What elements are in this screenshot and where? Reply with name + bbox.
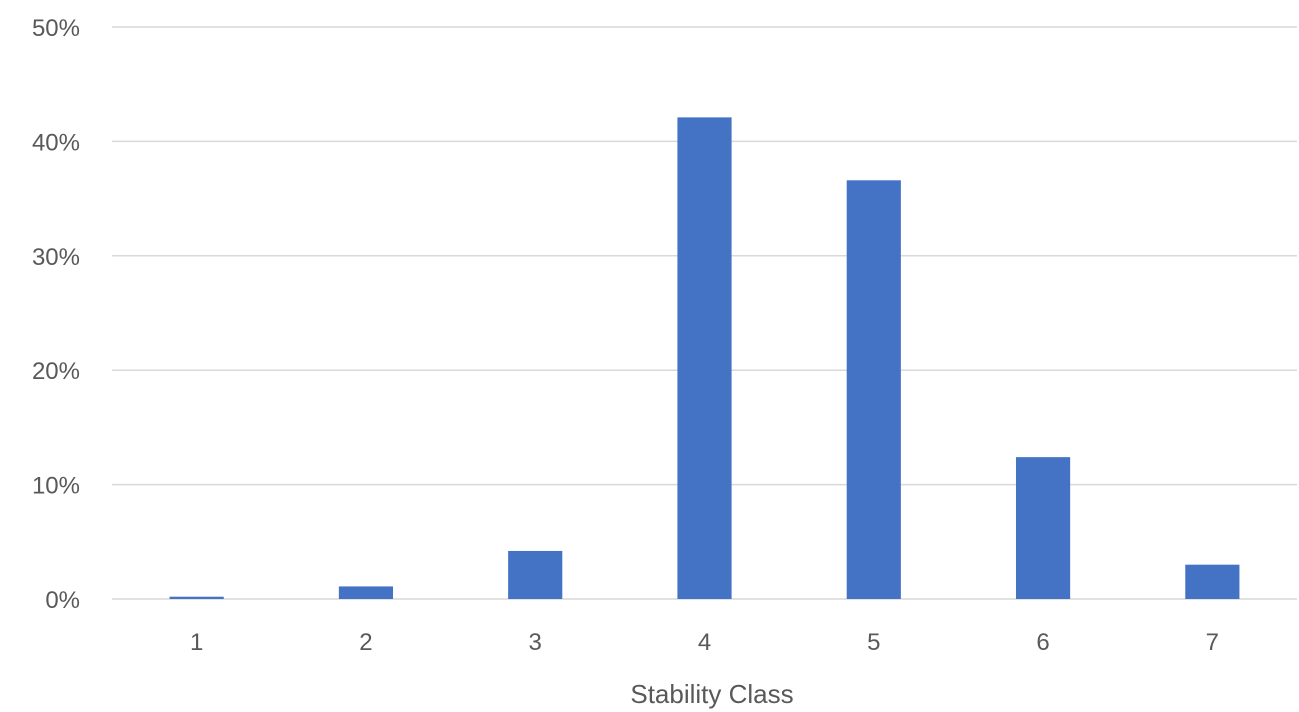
y-axis-tick-labels: 0% 10% 20% 30% 40% 50% [32,15,80,614]
y-tick-label: 20% [32,358,80,385]
x-axis-title: Stability Class [630,679,793,709]
x-tick-label: 2 [359,629,372,656]
bar-class-4 [677,117,732,599]
y-tick-label: 10% [32,473,80,500]
y-tick-label: 50% [32,15,80,42]
x-tick-label: 7 [1206,629,1219,656]
x-tick-label: 3 [529,629,542,656]
bar-class-6 [1015,457,1071,599]
bar-class-1 [169,596,224,599]
x-tick-label: 6 [1036,629,1049,656]
bar-class-7 [1185,564,1240,599]
x-tick-label: 5 [867,629,880,656]
y-tick-label: 30% [32,244,80,271]
x-tick-label: 1 [190,629,203,656]
bar-class-3 [508,550,563,599]
bar-class-5 [846,180,901,599]
x-tick-label: 4 [698,629,711,656]
y-tick-label: 40% [32,129,80,156]
bar-class-2 [338,586,394,599]
x-axis-tick-labels: 1 2 3 4 5 6 7 [190,629,1219,656]
y-tick-label: 0% [45,587,80,614]
bars [169,117,1240,599]
